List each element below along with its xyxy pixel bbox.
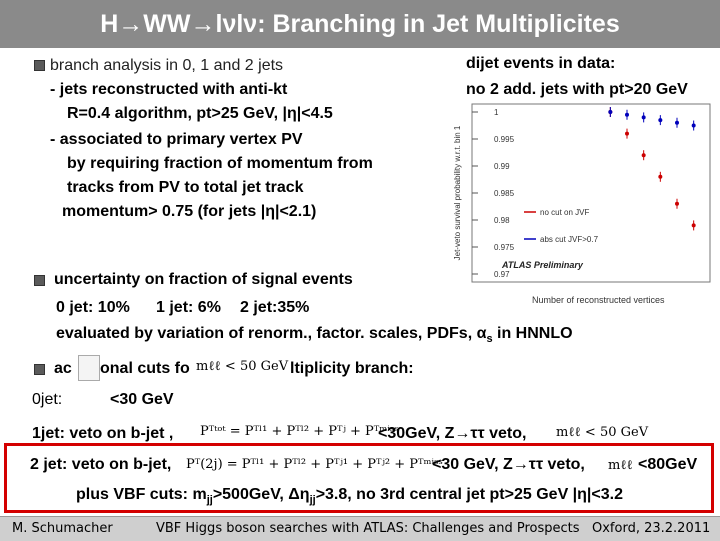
data-point (608, 110, 613, 114)
y-tick-label: 0.995 (494, 135, 515, 144)
cuts-heading-part1: ac (54, 360, 72, 377)
x-axis-label: Number of reconstructed vertices (532, 295, 665, 305)
atlas-preliminary: ATLAS Preliminary (501, 260, 584, 270)
footer-author: M. Schumacher (12, 521, 113, 536)
footer-place-date: Oxford, 23.2.2011 (592, 521, 711, 536)
data-point (625, 131, 629, 136)
bullet-marker (34, 60, 45, 71)
y-tick-label: 0.975 (494, 243, 515, 252)
legend-no-cut: no cut on JVF (540, 208, 589, 217)
line-momentum: momentum> 0.75 (for jets |η|<2.1) (62, 203, 317, 220)
data-point (641, 153, 646, 158)
cut-1jet-mll: mℓℓ < 50 GeV (556, 425, 649, 440)
data-point (625, 112, 629, 117)
cut-1jet-tail: <30GeV, Z→ττ veto, (378, 425, 527, 442)
data-point (658, 174, 663, 179)
uncertainty-0jet: 0 jet: 10% (56, 299, 130, 316)
uncertainty-1jet: 1 jet: 6% (156, 299, 221, 316)
y-tick-label: 0.97 (494, 270, 510, 279)
bullet-marker (34, 364, 45, 375)
footer-talk-title: VBF Higgs boson searches with ATLAS: Cha… (156, 521, 580, 536)
cuts-heading-part2: onal cuts fo (100, 360, 190, 377)
line-fraction: by requiring fraction of momentum from (67, 155, 373, 172)
cut-2jet-text: 2 jet: veto on b-jet, (30, 456, 172, 473)
bullet-marker (34, 275, 45, 286)
y-tick-label: 0.985 (494, 189, 515, 198)
mll-cut-formula: mℓℓ < 50 GeV (196, 359, 289, 374)
legend: no cut on JVF abs cut JVF>0.7 (524, 208, 599, 244)
legend-jvf-cut: abs cut JVF>0.7 (540, 235, 599, 244)
overlay-glyph (78, 355, 100, 381)
mll-cut-formula-box: mℓℓ < 50 GeV (190, 352, 290, 382)
page-title: H→WW→lνlν: Branching in Jet Multiplicite… (100, 9, 620, 38)
cut-1jet-formula: Pᵀᵗᵒᵗ = Pᵀˡ¹ + Pᵀˡ² + Pᵀʲ + Pᵀᵐⁱˢˢ (200, 424, 399, 439)
y-tick-label: 0.98 (494, 216, 510, 225)
y-tick-label: 1 (494, 108, 499, 117)
dijet-events-label: dijet events in data: (466, 55, 616, 72)
cut-2jet-tail: <30 GeV, Z→ττ veto, (432, 456, 585, 473)
cuts-heading-part3: ltiplicity branch: (290, 360, 414, 377)
cut-2jet-mll-tail: <80GeV (638, 456, 698, 473)
cut-2jet-mll: mℓℓ (608, 458, 633, 473)
vbf-cuts-line: plus VBF cuts: mjj>500GeV, Δηjj>3.8, no … (76, 486, 623, 507)
footer-bar: M. Schumacher VBF Higgs boson searches w… (0, 516, 720, 541)
y-tick-label: 0.99 (494, 162, 510, 171)
data-point (675, 120, 679, 125)
data-point (691, 123, 696, 128)
line-primary-vertex: - associated to primary vertex PV (50, 131, 303, 148)
line-r04: R=0.4 algorithm, pt>25 GeV, |η|<4.5 (67, 105, 333, 122)
y-axis-label: Jet-veto survival probability w.r.t. bin… (453, 125, 462, 260)
data-point (675, 201, 679, 206)
cut-0jet-label: 0jet: (32, 391, 63, 408)
line-anti-kt: - jets reconstructed with anti-kt (50, 81, 288, 98)
title-bar: H→WW→lνlν: Branching in Jet Multiplicite… (0, 0, 720, 48)
uncertainty-heading: uncertainty on fraction of signal events (54, 271, 353, 288)
line-tracks: tracks from PV to total jet track (67, 179, 304, 196)
uncertainty-evaluation: evaluated by variation of renorm., facto… (56, 325, 573, 346)
chart-frame (471, 103, 711, 283)
dijet-events-condition: no 2 add. jets with pt>20 GeV (466, 81, 688, 98)
vbf-highlight-box (4, 443, 714, 513)
cut-0jet-value: <30 GeV (110, 391, 174, 408)
jet-veto-chart: Jet-veto survival probability w.r.t. bin… (453, 103, 711, 305)
data-point (691, 223, 696, 228)
uncertainty-2jet: 2 jet:35% (240, 299, 310, 316)
cut-1jet-text: 1jet: veto on b-jet , (32, 425, 174, 442)
cut-2jet-formula: Pᵀ(2j) = Pᵀˡ¹ + Pᵀˡ² + Pᵀʲ¹ + Pᵀʲ² + Pᵀᵐ… (186, 457, 443, 472)
data-point (658, 118, 663, 123)
data-point (641, 115, 646, 120)
bullet-branch-analysis: branch analysis in 0, 1 and 2 jets (50, 57, 284, 74)
